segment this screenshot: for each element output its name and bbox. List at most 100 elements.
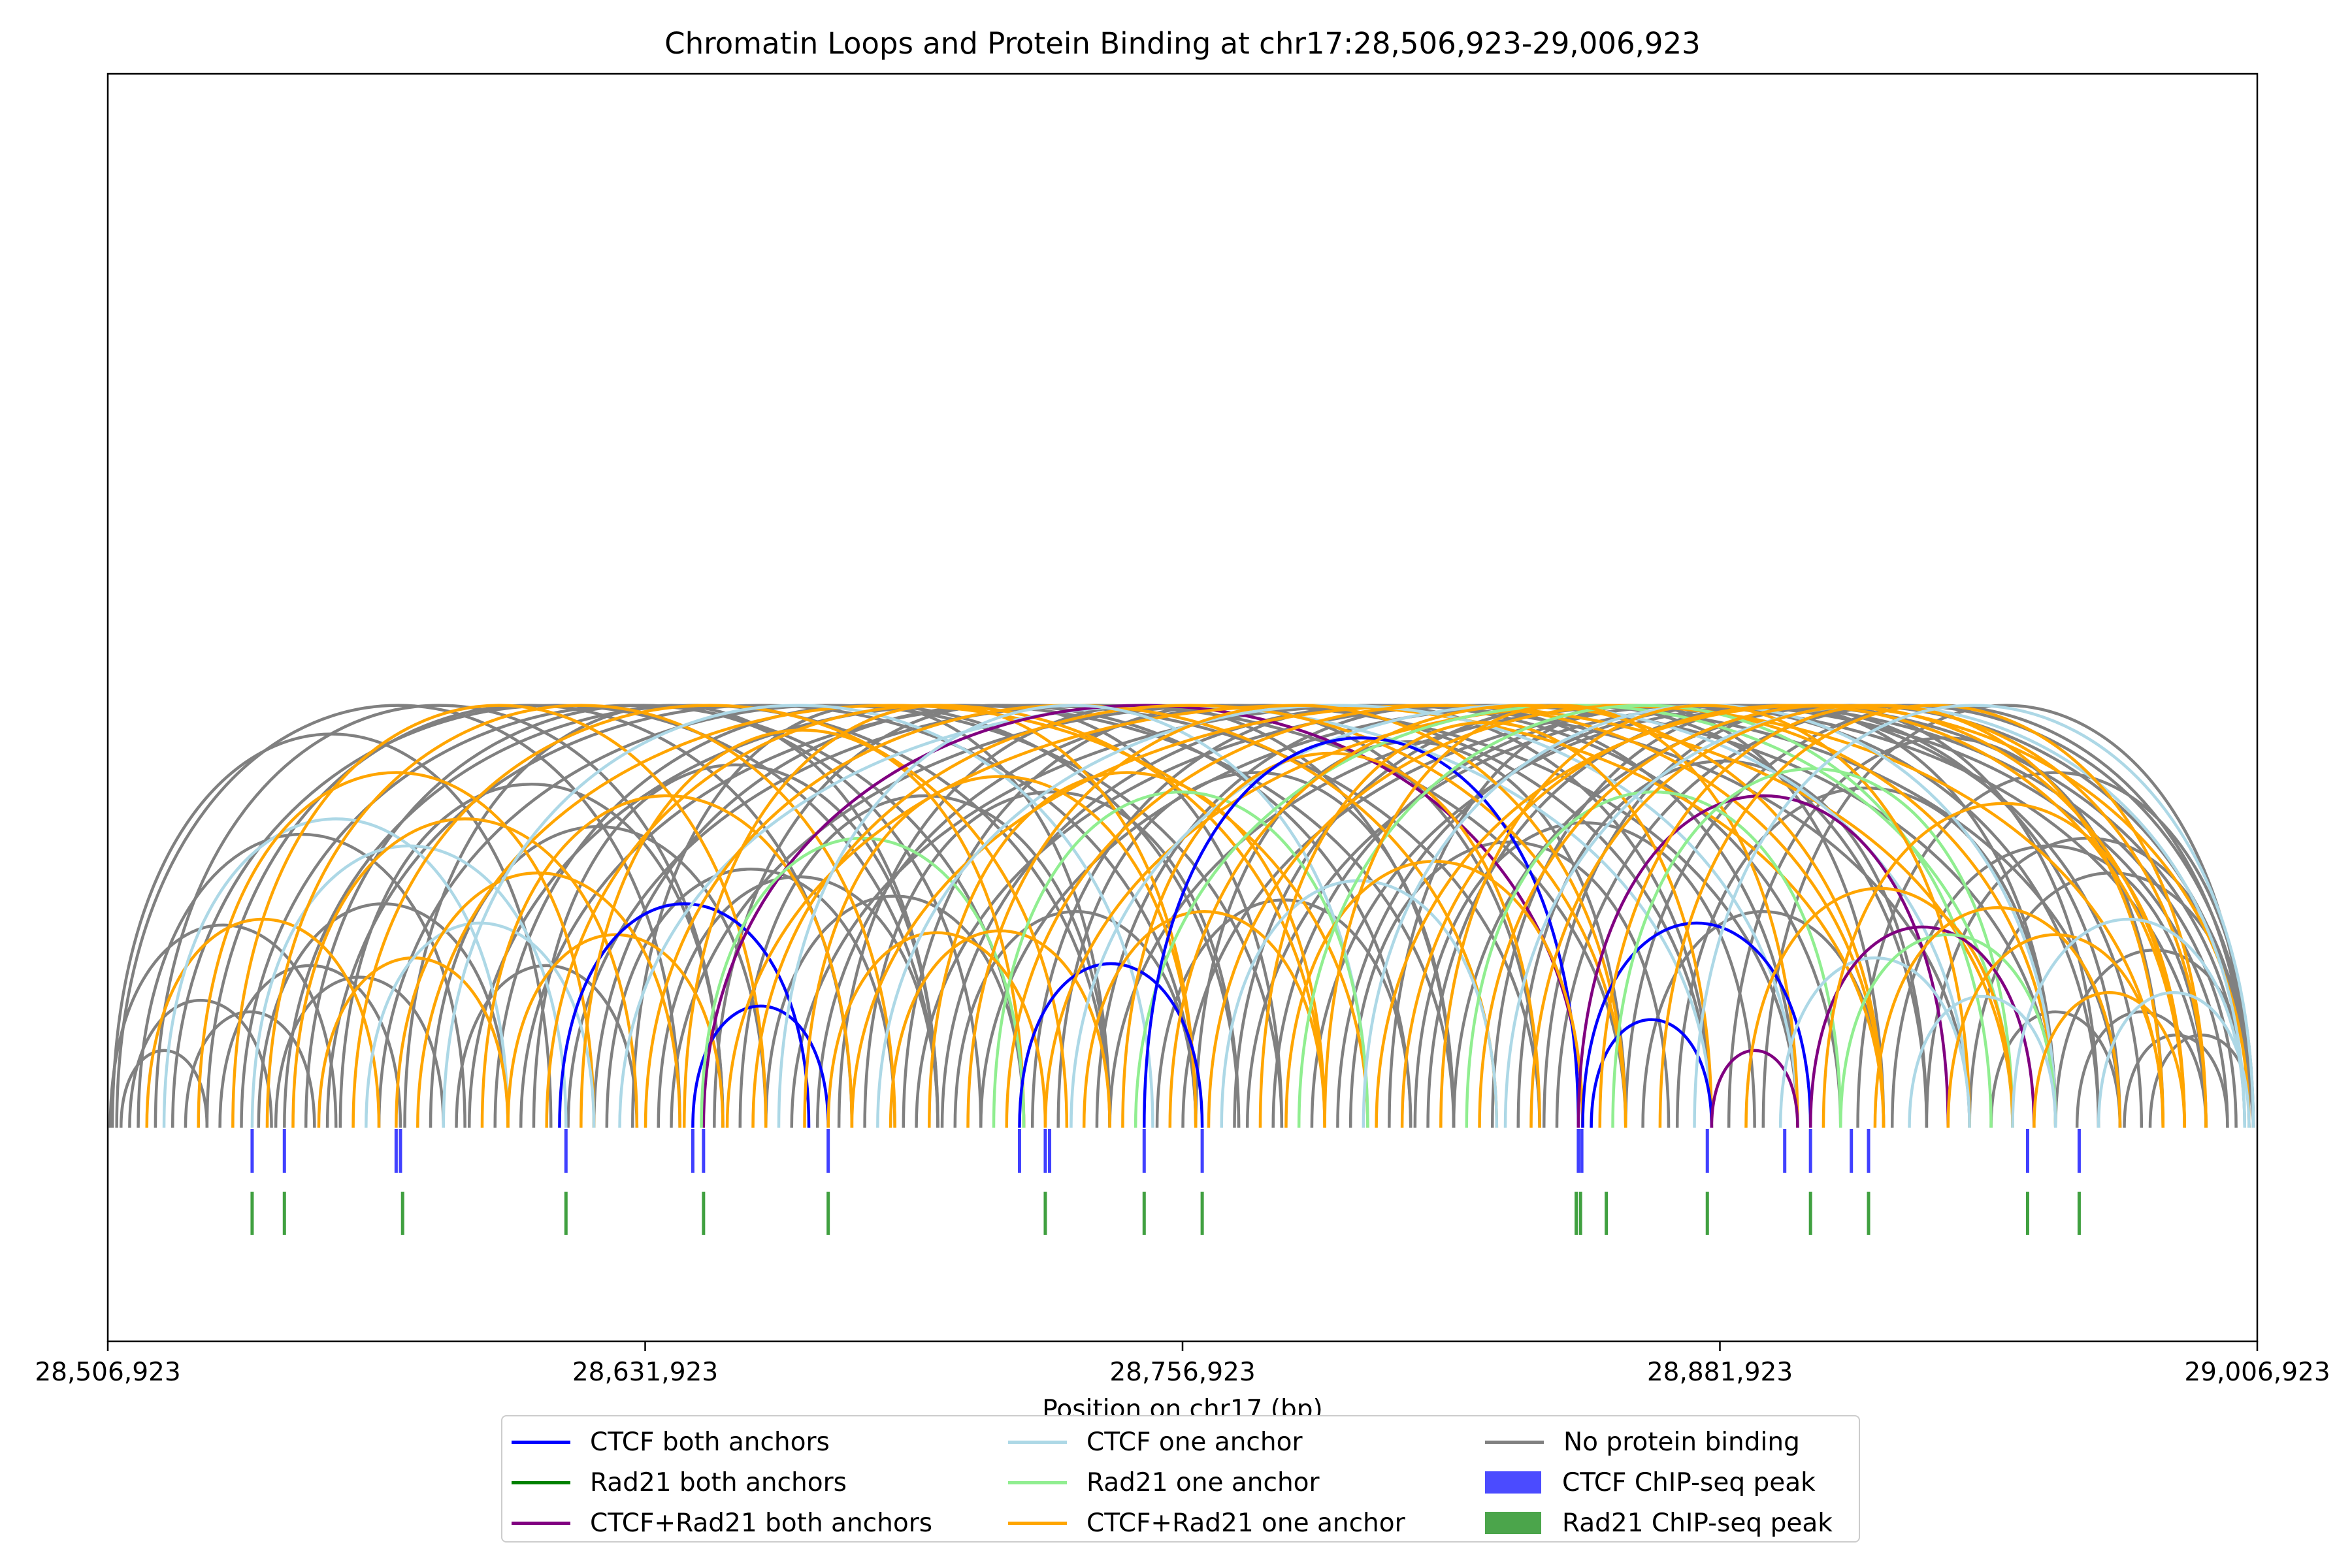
loop-arc-none [1989,1010,2122,1128]
loop-arc-none [532,763,939,1128]
loop-arc-rad21-one [1297,704,1993,1128]
loop-arc-both-both [1808,925,2036,1128]
loop-arc-both-one [1598,704,2164,1128]
legend-item-both-one: CTCF+Rad21 one anchor [1008,1503,1485,1543]
loop-arc-ctcf-one [876,704,1799,1128]
legend-swatch [512,1440,570,1444]
loop-arc-ctcf-one [162,817,510,1128]
loop-arc-none [2075,1010,2208,1128]
x-tick-label: 28,756,923 [1109,1358,1255,1387]
loop-arc-both-one [291,817,639,1128]
legend-item-rad21-peak: Rad21 ChIP-seq peak [1485,1503,1851,1543]
legend-label: CTCF both anchors [590,1427,830,1457]
legend-entries: CTCF both anchors Rad21 both anchors CTCF+… [512,1422,1851,1543]
loop-arc-both-one [1400,704,2186,1128]
loop-arc-ctcf-both [558,902,811,1128]
legend-swatch [1008,1440,1067,1444]
legend-item-ctcf-one: CTCF one anchor [1008,1422,1485,1462]
legend-item-ctcf-both: CTCF both anchors [512,1422,1008,1462]
loop-arc-both-one [231,704,768,1128]
loop-arc-both-one [682,704,1198,1128]
x-tick-label: 29,006,923 [2184,1358,2330,1387]
x-tick-label: 28,881,923 [1647,1358,1793,1387]
loop-arc-none [325,704,1198,1128]
x-tick-label: 28,506,923 [35,1358,180,1387]
legend-item-ctcf-peak: CTCF ChIP-seq peak [1485,1462,1851,1503]
chip-seq-peaks [250,1129,2081,1235]
loop-arc-ctcf-one [442,704,1154,1128]
loop-arc-none [1675,787,2057,1128]
loop-arcs [108,704,2255,1128]
loop-arc-ctcf-one [365,921,596,1128]
legend-swatch [512,1521,570,1525]
legend-label: Rad21 one anchor [1086,1467,1320,1497]
loop-arc-ctcf-both [1590,1018,1714,1128]
loop-arc-both-one [1946,933,2164,1128]
loop-arc-both-one [1258,721,1714,1128]
loop-arc-rad21-one [1839,933,2057,1128]
legend-item-both-both: CTCF+Rad21 both anchors [512,1503,1008,1543]
loop-arc-none [119,1049,209,1128]
loop-arc-both-one [265,704,896,1128]
legend-swatch [512,1480,570,1484]
legend-label: CTCF ChIP-seq peak [1562,1467,1816,1497]
loop-arc-both-one [1821,802,2186,1128]
loop-arc-none [338,783,725,1128]
loop-arc-both-one [1658,704,2208,1128]
x-tick-label: 28,631,923 [572,1358,718,1387]
loop-arc-both-one [351,704,1069,1128]
loop-arc-both-one [751,704,1627,1128]
legend-label: CTCF+Rad21 both anchors [590,1508,933,1538]
loop-arc-both-one [826,931,1047,1128]
loop-arc-ctcf-one [2097,991,2251,1128]
loop-arc-ctcf-one [777,704,1369,1128]
loop-arc-both-one [928,771,1326,1128]
legend-swatch [1008,1521,1067,1525]
legend-swatch [1485,1471,1541,1494]
legend-item-rad21-one: Rad21 one anchor [1008,1462,1485,1503]
loop-arc-both-one [2033,991,2186,1128]
legend: CTCF both anchors Rad21 both anchors CTCF+… [501,1415,1860,1543]
loop-arc-both-one [480,794,854,1128]
loop-arc-ctcf-one [1693,704,2255,1128]
loop-arc-both-both [1576,794,1950,1128]
loop-arc-both-one [966,704,1627,1128]
x-axis-ticks: 28,506,923 28,631,923 28,756,923 28,881,923… [35,1341,2330,1387]
legend-label: CTCF one anchor [1086,1427,1303,1457]
loop-arc-both-one [416,704,1369,1128]
legend-label: Rad21 both anchors [590,1467,847,1497]
loop-arc-both-one [580,728,1026,1128]
legend-label: No protein binding [1563,1427,1800,1457]
loop-arc-ctcf-both [1018,962,1204,1128]
loop-arc-ctcf-one [2011,918,2247,1128]
loop-arc-rad21-one [1611,767,2014,1128]
loop-arc-none [154,704,725,1128]
loop-arc-both-one [1873,906,2122,1128]
loop-arc-both-one [197,771,596,1128]
loop-arc-ctcf-one [1908,994,2057,1128]
loop-arc-none [1727,736,2164,1128]
loop-arc-rad21-one [992,791,1369,1128]
loop-arc-rad21-one [700,836,1026,1128]
loop-arc-ctcf-one [250,844,568,1128]
legend-label: CTCF+Rad21 one anchor [1086,1508,1405,1538]
legend-item-none: No protein binding [1485,1422,1851,1462]
legend-label: Rad21 ChIP-seq peak [1562,1508,1833,1538]
legend-item-rad21-both: Rad21 both anchors [512,1462,1008,1503]
loop-arc-none [1056,771,1456,1128]
loop-arc-both-one [1082,909,1326,1128]
loop-arc-both-one [1168,704,1886,1128]
loop-arc-both-one [1323,704,1799,1128]
loop-arc-none [403,704,939,1128]
loop-arc-both-one [1744,887,2014,1128]
legend-swatch [1485,1440,1544,1444]
loop-arc-ctcf-both [1143,736,1580,1128]
chart-title: Chromatin Loops and Protein Binding at c… [664,26,1701,61]
loop-arc-none [1413,821,1756,1128]
legend-swatch [1008,1480,1067,1484]
loop-arc-ctcf-both [691,1004,830,1128]
legend-swatch [1485,1512,1541,1534]
loop-arc-both-both [1710,1049,1799,1128]
loop-arc-ctcf-one [1220,879,1499,1128]
